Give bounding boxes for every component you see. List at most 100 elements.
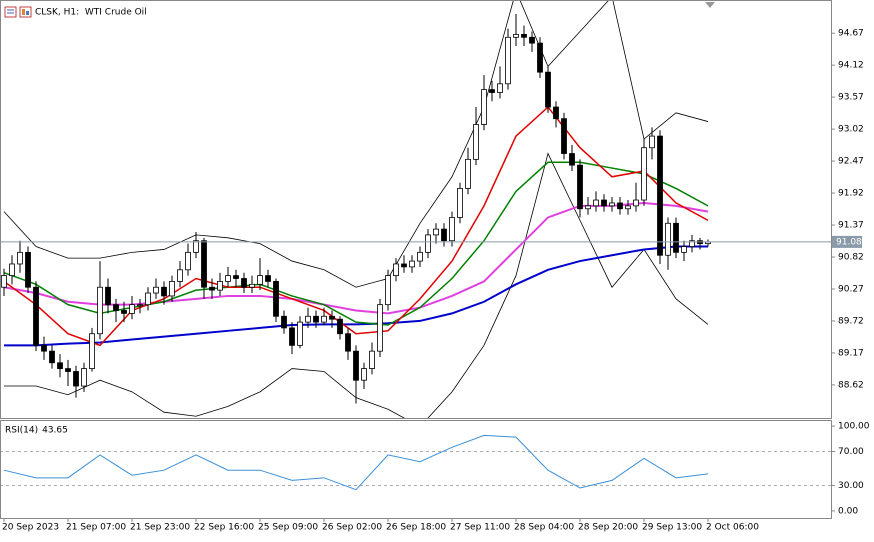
axes: 94.67 94.12 93.57 93.02 92.47 91.92 91.37 90.82… <box>2 29 870 533</box>
last-price-label: 91.08 <box>836 237 862 247</box>
candle-body <box>193 240 199 253</box>
candle-body <box>105 286 111 306</box>
candle-body <box>57 362 63 369</box>
candle-body <box>545 71 551 108</box>
candle-body <box>353 350 359 381</box>
candle-body <box>521 33 527 38</box>
chart-title: CLSK, H1: WTI Crude Oil <box>35 8 147 18</box>
toolbar-icons <box>4 6 32 18</box>
candle-body <box>553 106 559 120</box>
candle-body <box>337 318 343 335</box>
candle-body <box>641 147 647 201</box>
candle-body <box>273 281 279 317</box>
y-tick-label: 89.17 <box>838 348 864 358</box>
x-tick-label: 21 Sep 07:00 <box>66 523 126 533</box>
candle-body <box>177 269 183 282</box>
candle-body <box>657 135 663 256</box>
candle-body <box>153 286 159 294</box>
candle-body <box>233 275 239 279</box>
y-tick-label: 91.37 <box>838 221 864 231</box>
icon <box>4 6 17 18</box>
y-tick-label: 89.72 <box>838 316 864 326</box>
candle-body <box>25 251 31 288</box>
candle-body <box>617 202 623 210</box>
candle-body <box>377 304 383 352</box>
indicator-line <box>3 1 709 288</box>
price-plot <box>1 1 831 418</box>
x-tick-label: 27 Sep 11:00 <box>450 523 510 533</box>
y-tick-label: 70.00 <box>838 447 864 457</box>
candle-body <box>257 275 263 285</box>
candle-body <box>401 263 407 268</box>
candle-body <box>449 217 455 242</box>
shift-marker <box>705 2 715 8</box>
candle-body <box>185 251 191 271</box>
candle-body <box>425 234 431 253</box>
x-tick-label: 25 Sep 09:00 <box>258 523 318 533</box>
candle-body <box>33 286 39 346</box>
indicator-line <box>3 161 709 326</box>
candle-body <box>465 158 471 189</box>
y-tick-label: 90.82 <box>838 252 864 262</box>
candle-body <box>145 292 151 306</box>
candle-body <box>593 199 599 207</box>
x-tick-label: 21 Sep 23:00 <box>130 523 190 533</box>
candle-body <box>417 251 423 262</box>
candle-body <box>65 368 71 372</box>
candle-body <box>41 344 47 352</box>
candle-body <box>529 36 535 44</box>
y-tick-label: 94.67 <box>838 29 864 39</box>
candle-body <box>345 333 351 352</box>
candle-body <box>121 310 127 314</box>
candle-body <box>633 199 639 207</box>
candle-body <box>129 304 135 314</box>
candle-body <box>89 333 95 369</box>
y-tick-label: 88.62 <box>838 380 864 390</box>
candle-body <box>225 275 231 282</box>
indicator-line <box>3 105 709 347</box>
candle-body <box>625 205 631 210</box>
x-tick-label: 26 Sep 18:00 <box>386 523 446 533</box>
candle-body <box>497 83 503 93</box>
candle-body <box>201 240 207 288</box>
candle-body <box>441 228 447 242</box>
x-tick-label: 20 Sep 2023 <box>2 523 59 533</box>
candle-body <box>161 286 167 297</box>
candle-body <box>385 275 391 306</box>
y-tick-label: 30.00 <box>838 481 864 491</box>
candle-body <box>569 153 575 166</box>
icon-bar <box>26 11 29 15</box>
candle-body <box>689 240 695 247</box>
candle-body <box>409 260 415 268</box>
candle-body <box>649 135 655 149</box>
rsi-line <box>3 434 709 491</box>
x-tick-label: 28 Sep 20:00 <box>578 523 638 533</box>
candle-body <box>489 89 495 93</box>
x-tick-label: 22 Sep 16:00 <box>194 523 254 533</box>
candle-body <box>113 304 119 311</box>
candle-body <box>369 350 375 369</box>
icon-bar <box>22 9 25 15</box>
y-tick-label: 92.47 <box>838 157 864 167</box>
candle-body <box>137 304 143 307</box>
candle-body <box>241 278 247 288</box>
candle-body <box>49 350 55 364</box>
candle-body <box>561 118 567 154</box>
candle-body <box>297 321 303 346</box>
y-tick-label: 93.02 <box>838 125 864 135</box>
x-tick-label: 28 Sep 04:00 <box>514 523 574 533</box>
rsi-title: RSI(14) <box>5 426 38 436</box>
y-tick-label: 91.92 <box>838 189 864 199</box>
rsi-value-label: 43.65 <box>42 426 68 436</box>
candle-body <box>281 315 287 329</box>
x-tick-label: 29 Sep 13:00 <box>642 523 702 533</box>
candle-body <box>537 42 543 73</box>
candle-body <box>329 315 335 320</box>
y-tick-label: 94.12 <box>838 61 864 71</box>
candle-body <box>601 199 607 207</box>
candle-body <box>481 89 487 125</box>
rsi-plot <box>1 434 831 491</box>
candle-body <box>505 36 511 85</box>
